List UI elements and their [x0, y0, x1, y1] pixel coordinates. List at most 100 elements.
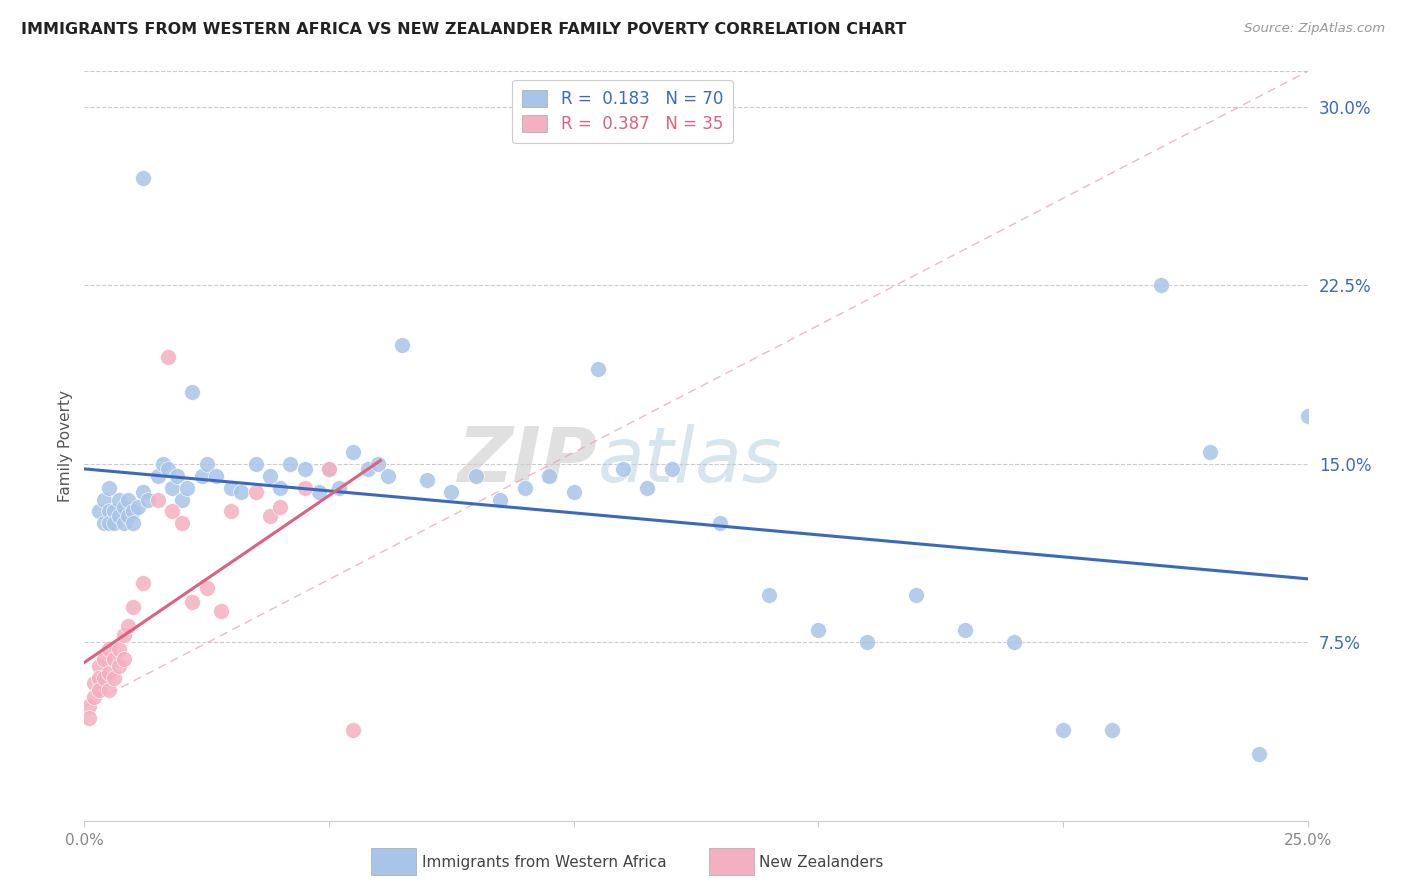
Point — [122, 504, 145, 518]
Point — [87, 671, 110, 685]
Point — [1247, 747, 1270, 761]
Point — [229, 485, 252, 500]
Point — [245, 457, 267, 471]
Point — [107, 659, 129, 673]
Point — [342, 723, 364, 738]
Point — [357, 461, 380, 475]
Point — [259, 468, 281, 483]
Point — [107, 642, 129, 657]
Point — [181, 385, 204, 400]
Point — [162, 504, 184, 518]
Point — [103, 516, 125, 531]
Point — [166, 468, 188, 483]
Point — [513, 481, 536, 495]
Y-axis label: Family Poverty: Family Poverty — [58, 390, 73, 502]
Point — [318, 461, 340, 475]
Point — [176, 481, 198, 495]
Point — [586, 361, 609, 376]
Point — [195, 457, 218, 471]
Point — [342, 445, 364, 459]
Point — [259, 509, 281, 524]
Point — [294, 481, 316, 495]
Point — [1002, 635, 1025, 649]
Point — [172, 492, 194, 507]
Point — [191, 468, 214, 483]
Point — [97, 682, 120, 697]
Point — [77, 699, 100, 714]
Point — [132, 171, 155, 186]
Point — [205, 468, 228, 483]
Point — [107, 509, 129, 524]
Point — [112, 628, 135, 642]
Point — [172, 516, 194, 531]
Point — [308, 485, 330, 500]
Point — [103, 504, 125, 518]
Point — [156, 461, 179, 475]
Point — [318, 461, 340, 475]
Point — [97, 642, 120, 657]
Point — [103, 652, 125, 666]
Point — [103, 671, 125, 685]
Point — [219, 481, 242, 495]
Point — [245, 485, 267, 500]
Point — [152, 457, 174, 471]
Text: atlas: atlas — [598, 424, 783, 498]
Point — [122, 516, 145, 531]
Point — [93, 652, 115, 666]
Point — [377, 468, 399, 483]
Point — [112, 516, 135, 531]
Point — [489, 492, 512, 507]
Point — [1296, 409, 1319, 424]
Point — [132, 485, 155, 500]
Point — [367, 457, 389, 471]
Point — [97, 516, 120, 531]
Point — [77, 711, 100, 725]
Point — [97, 504, 120, 518]
Point — [93, 492, 115, 507]
Point — [146, 492, 169, 507]
Point — [209, 604, 232, 618]
Point — [93, 671, 115, 685]
Point — [87, 682, 110, 697]
Point — [93, 516, 115, 531]
Point — [1150, 278, 1173, 293]
Text: New Zealanders: New Zealanders — [759, 855, 883, 870]
Text: Source: ZipAtlas.com: Source: ZipAtlas.com — [1244, 22, 1385, 36]
Point — [132, 575, 155, 590]
Text: Immigrants from Western Africa: Immigrants from Western Africa — [422, 855, 666, 870]
Point — [112, 500, 135, 514]
Point — [195, 581, 218, 595]
Point — [562, 485, 585, 500]
Point — [156, 350, 179, 364]
Point — [117, 509, 139, 524]
Point — [122, 599, 145, 614]
Text: IMMIGRANTS FROM WESTERN AFRICA VS NEW ZEALANDER FAMILY POVERTY CORRELATION CHART: IMMIGRANTS FROM WESTERN AFRICA VS NEW ZE… — [21, 22, 907, 37]
Point — [807, 624, 830, 638]
Point — [391, 338, 413, 352]
Point — [219, 504, 242, 518]
Point — [107, 492, 129, 507]
Point — [1198, 445, 1220, 459]
Point — [416, 474, 439, 488]
Point — [1101, 723, 1123, 738]
Point — [709, 516, 731, 531]
Point — [758, 588, 780, 602]
Point — [127, 500, 149, 514]
Point — [117, 492, 139, 507]
Point — [538, 468, 561, 483]
Point — [328, 481, 350, 495]
Point — [612, 461, 634, 475]
Point — [162, 481, 184, 495]
Point — [661, 461, 683, 475]
Point — [856, 635, 879, 649]
Text: ZIP: ZIP — [458, 424, 598, 498]
Point — [97, 481, 120, 495]
Point — [112, 652, 135, 666]
Point — [136, 492, 159, 507]
Point — [953, 624, 976, 638]
Point — [1052, 723, 1074, 738]
Point — [464, 468, 486, 483]
Point — [87, 659, 110, 673]
Point — [83, 690, 105, 704]
Point — [294, 461, 316, 475]
